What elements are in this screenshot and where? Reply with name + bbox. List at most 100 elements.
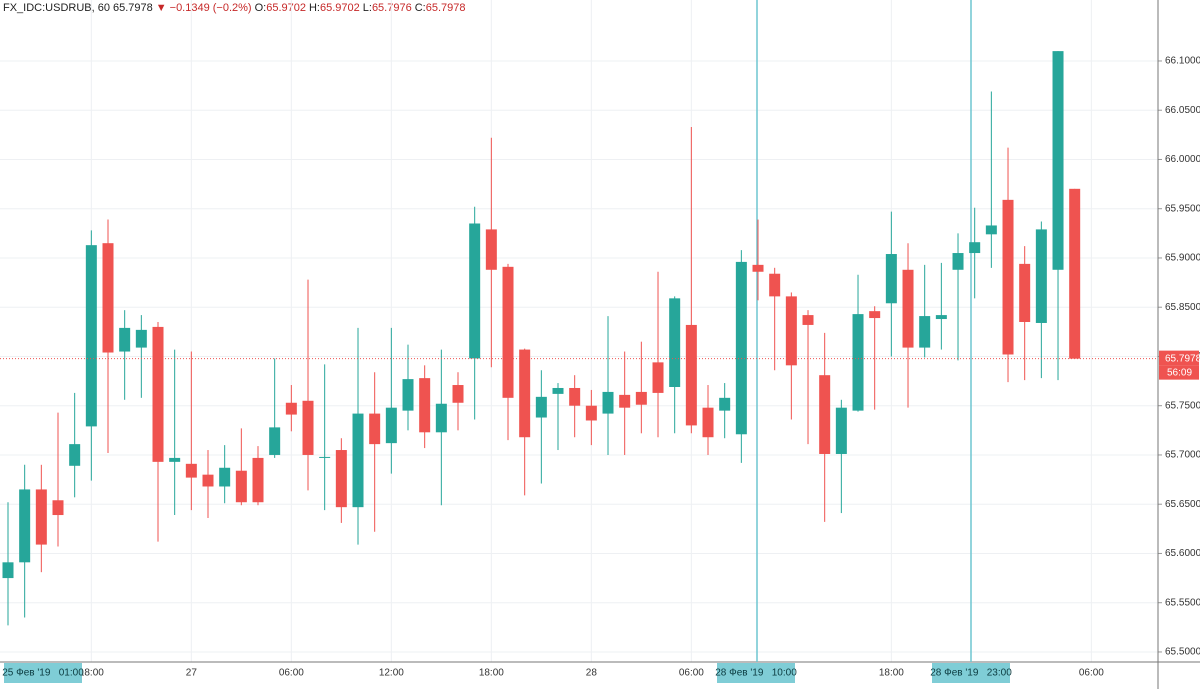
candle-body <box>535 396 547 418</box>
candle-body <box>735 261 747 435</box>
y-tick-label: 65.5000 <box>1165 647 1200 658</box>
candle-body <box>202 474 214 487</box>
candle-body <box>952 253 964 270</box>
candle-body <box>102 243 114 353</box>
candle-body <box>1002 199 1014 355</box>
candle-body <box>652 362 664 393</box>
candle-body <box>235 470 247 503</box>
symbol: FX_IDC:USDRUB, 60 <box>3 2 110 14</box>
candle-body <box>185 463 197 478</box>
x-tick-label: 06:00 <box>679 668 704 679</box>
candle-body <box>669 298 681 387</box>
candle-body <box>419 378 431 433</box>
candle-body <box>69 444 81 466</box>
y-tick-label: 65.7000 <box>1165 450 1200 461</box>
candle-body <box>435 403 447 433</box>
candle-body <box>35 489 47 545</box>
candle-body <box>885 254 897 304</box>
candle-body <box>869 311 881 319</box>
candle-body <box>935 315 947 320</box>
candle-body <box>635 391 647 405</box>
candle-body <box>152 326 164 462</box>
candle-body <box>702 407 714 438</box>
candle-body <box>285 402 297 415</box>
y-tick-label: 66.1000 <box>1165 56 1200 67</box>
y-tick-label: 65.6500 <box>1165 499 1200 510</box>
candle-body <box>1052 51 1064 270</box>
y-tick-label: 66.0500 <box>1165 105 1200 116</box>
countdown: 56:09 <box>1167 367 1192 378</box>
x-tick-label: 06:00 <box>1079 668 1104 679</box>
y-tick-label: 65.8500 <box>1165 302 1200 313</box>
candle-body <box>319 456 331 458</box>
candle-body <box>1035 229 1047 323</box>
candle-body <box>602 391 614 414</box>
candle-body <box>1069 188 1081 359</box>
last-price-label: 65.7978 <box>1165 353 1200 364</box>
candle-body <box>519 349 531 438</box>
x-tick-label: 18:00 <box>879 668 904 679</box>
candle-body <box>785 296 797 366</box>
candle-body <box>2 562 14 579</box>
y-tick-label: 65.9000 <box>1165 253 1200 264</box>
ohlc-key: H: <box>308 2 320 14</box>
ohlc-value: 65.9702 <box>266 2 306 14</box>
x-tick-label: 27 <box>186 668 198 679</box>
candle-body <box>219 467 231 487</box>
y-tick-label: 65.9500 <box>1165 203 1200 214</box>
candle-body <box>769 273 781 297</box>
candle-body <box>135 329 147 348</box>
candle-body <box>119 327 131 352</box>
candle-body <box>335 450 347 508</box>
ohlc-key: C: <box>414 2 426 14</box>
y-tick-label: 65.5500 <box>1165 597 1200 608</box>
candle-body <box>252 457 264 503</box>
candle-body <box>619 394 631 408</box>
ohlc-value: 65.7978 <box>425 2 466 14</box>
last-price-box <box>1159 350 1199 366</box>
candle-body <box>985 225 997 235</box>
crosshair-label-box <box>932 663 1010 683</box>
candle-body <box>52 500 64 516</box>
candle-body <box>369 413 381 445</box>
y-tick-label: 65.6000 <box>1165 548 1200 559</box>
ohlc-key: L: <box>362 2 372 14</box>
candle-body <box>835 407 847 454</box>
x-tick-label: 12:00 <box>379 668 404 679</box>
change: −0.1349 (−0.2%) <box>169 2 252 14</box>
candle-body <box>902 269 914 348</box>
y-tick-label: 66.0000 <box>1165 154 1200 165</box>
header: FX_IDC:USDRUB, 60 65.7978 ▼ −0.1349 (−0.2%)… <box>3 2 468 14</box>
ohlc-key: O: <box>254 2 267 14</box>
candle-body <box>585 405 597 421</box>
x-tick-label: 18:00 <box>79 668 104 679</box>
candle-body <box>19 489 31 563</box>
candle-body <box>385 407 397 444</box>
candle-body <box>169 457 181 462</box>
y-tick-label: 65.7500 <box>1165 400 1200 411</box>
candle-body <box>485 229 497 270</box>
candle-body <box>502 266 514 398</box>
x-tick-label: 18:00 <box>479 668 504 679</box>
candle-body <box>452 385 464 403</box>
change-arrow: ▼ <box>155 2 167 14</box>
candle-body <box>719 397 731 411</box>
candle-body <box>469 223 481 359</box>
candle-body <box>402 379 414 411</box>
candle-body <box>85 245 97 427</box>
countdown-box <box>1159 365 1199 380</box>
candle-body <box>685 324 697 426</box>
candle-body <box>852 314 864 411</box>
ohlc-value: 65.9702 <box>319 2 360 14</box>
candle-body <box>802 315 814 325</box>
candle-body <box>752 264 764 272</box>
x-tick-label: 06:00 <box>279 668 304 679</box>
crosshair-label-box <box>717 663 795 683</box>
crosshair-label: 25 Фев '19 01:00 <box>2 668 84 679</box>
candle-body <box>269 427 281 455</box>
candle-body <box>969 242 981 254</box>
price: 65.7978 <box>112 2 153 14</box>
candle-body <box>919 316 931 348</box>
